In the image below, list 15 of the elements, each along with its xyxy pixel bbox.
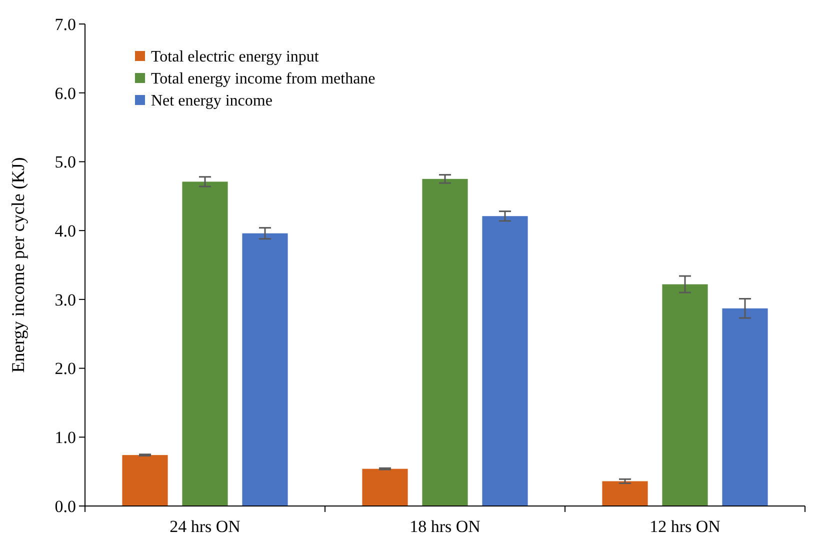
y-tick-label: 3.0 [54,290,76,310]
y-tick-label: 2.0 [54,359,76,378]
y-tick-label: 6.0 [54,84,76,103]
y-tick-label: 5.0 [54,152,76,172]
legend-label: Total energy income from methane [151,70,376,88]
y-tick-label: 4.0 [54,222,76,241]
x-tick-label: 18 hrs ON [410,517,480,536]
x-tick-label: 12 hrs ON [650,517,720,536]
y-axis-title: Energy income per cycle (KJ) [8,157,28,373]
legend-label: Total electric energy input [151,48,320,66]
y-tick-label: 1.0 [54,428,76,448]
y-tick-label: 0.0 [54,496,76,516]
legend-label: Net energy income [151,92,272,110]
y-tick-label: 7.0 [54,14,76,34]
x-tick-label: 24 hrs ON [170,517,240,536]
